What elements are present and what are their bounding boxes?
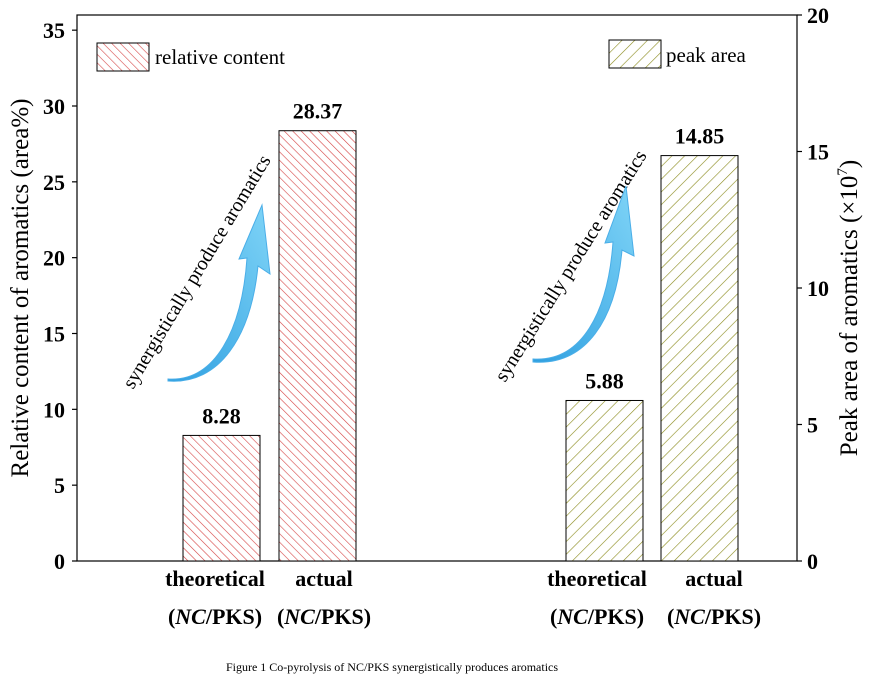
legend-swatch-peak-area bbox=[608, 39, 662, 69]
right-tick-label: 5 bbox=[807, 413, 818, 438]
bar-value-label: 5.88 bbox=[585, 368, 624, 393]
left-tick-label: 0 bbox=[54, 549, 65, 574]
synergy-arrow-right-icon bbox=[532, 185, 635, 363]
bar-peak-area-1 bbox=[660, 155, 739, 562]
left-axis-ticks: 0 5 10 15 20 25 30 35 bbox=[43, 18, 77, 574]
bar-peak-area-0 bbox=[565, 399, 644, 562]
right-axis-ticks: 0 5 10 15 20 bbox=[797, 3, 829, 574]
category-label-line2: (NC/PKS) bbox=[550, 604, 644, 629]
category-label-line1: actual bbox=[685, 566, 742, 591]
left-tick-label: 25 bbox=[43, 170, 65, 195]
category-label-line1: actual bbox=[295, 566, 352, 591]
category-label-line2: (NC/PKS) bbox=[277, 604, 371, 629]
right-tick-label: 10 bbox=[807, 276, 829, 301]
legend-peak-area: peak area bbox=[608, 39, 747, 69]
right-tick-label: 15 bbox=[807, 140, 829, 165]
legend-label-peak-area: peak area bbox=[666, 43, 747, 67]
legend-relative-content: relative content bbox=[96, 42, 285, 72]
legend-swatch-relative-content bbox=[96, 42, 150, 72]
category-labels: theoretical (NC/PKS) actual (NC/PKS) theoret… bbox=[165, 566, 761, 629]
bars: 8.28 28.37 5.88 14.85 bbox=[182, 99, 739, 562]
left-tick-label: 10 bbox=[43, 397, 65, 422]
left-tick-label: 15 bbox=[43, 322, 65, 347]
synergy-arrow-left-icon bbox=[167, 203, 271, 382]
left-tick-label: 5 bbox=[54, 473, 65, 498]
left-tick-label: 20 bbox=[43, 246, 65, 271]
category-label-line1: theoretical bbox=[547, 566, 647, 591]
bar-relative-content-0 bbox=[182, 434, 261, 562]
right-tick-label: 20 bbox=[807, 3, 829, 28]
category-label-line2: (NC/PKS) bbox=[168, 604, 262, 629]
bar-value-label: 14.85 bbox=[675, 124, 725, 149]
bar-relative-content-1 bbox=[278, 130, 357, 562]
bar-value-label: 28.37 bbox=[293, 99, 343, 124]
left-tick-label: 35 bbox=[43, 18, 65, 43]
right-axis-title: Peak area of aromatics (×107) bbox=[835, 160, 863, 456]
category-label-line1: theoretical bbox=[165, 566, 265, 591]
figure-caption: Figure 1 Co-pyrolysis of NC/PKS synergis… bbox=[225, 660, 559, 674]
left-tick-label: 30 bbox=[43, 94, 65, 119]
legend-label-relative-content: relative content bbox=[155, 45, 285, 69]
left-axis-title: Relative content of aromatics (area%) bbox=[7, 99, 34, 478]
category-label-line2: (NC/PKS) bbox=[667, 604, 761, 629]
bar-value-label: 8.28 bbox=[202, 403, 241, 428]
right-tick-label: 0 bbox=[807, 549, 818, 574]
